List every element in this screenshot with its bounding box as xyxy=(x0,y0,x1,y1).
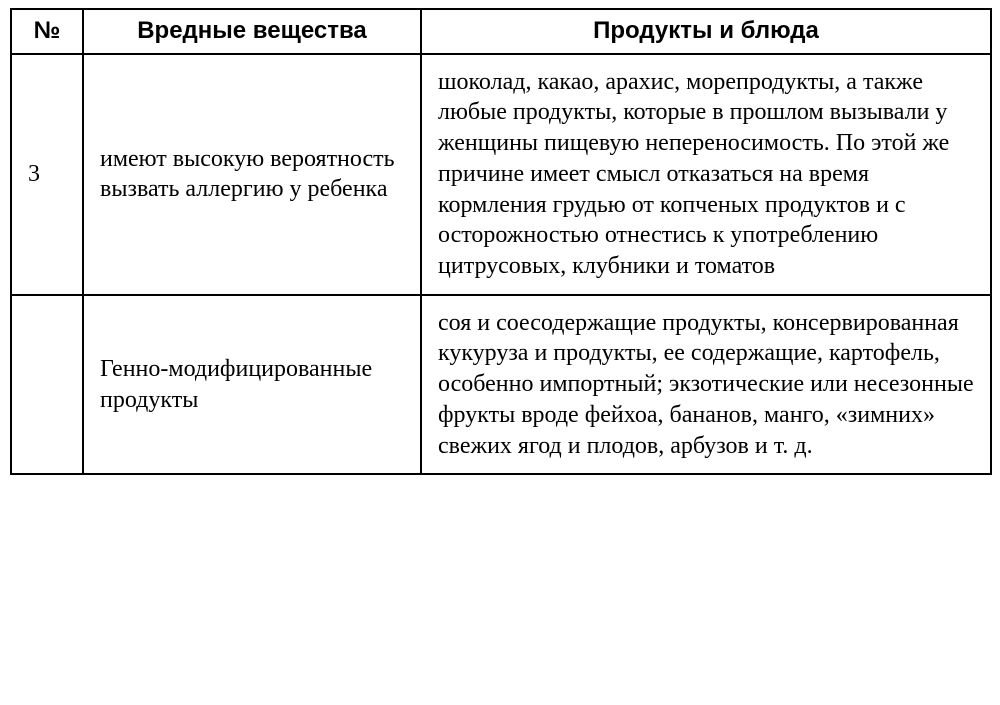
col-header-substances: Вредные вещества xyxy=(83,9,421,54)
page: № Вредные вещества Продукты и блюда 3 им… xyxy=(0,0,1000,705)
table-row: Генно-модифицированные продукты соя и со… xyxy=(11,295,991,475)
col-header-products: Продукты и блюда xyxy=(421,9,991,54)
cell-substance: имеют высокую вероят­ность вызвать аллер… xyxy=(83,54,421,295)
cell-number: 3 xyxy=(11,54,83,295)
cell-number xyxy=(11,295,83,475)
cell-products: шоколад, какао, арахис, морепро­дукты, а… xyxy=(421,54,991,295)
table-header-row: № Вредные вещества Продукты и блюда xyxy=(11,9,991,54)
cell-products: соя и соесодержащие продукты, консервиро… xyxy=(421,295,991,475)
harmful-substances-table: № Вредные вещества Продукты и блюда 3 им… xyxy=(10,8,992,475)
cell-substance: Генно-модифицированные продукты xyxy=(83,295,421,475)
col-header-number: № xyxy=(11,9,83,54)
table-row: 3 имеют высокую вероят­ность вызвать алл… xyxy=(11,54,991,295)
